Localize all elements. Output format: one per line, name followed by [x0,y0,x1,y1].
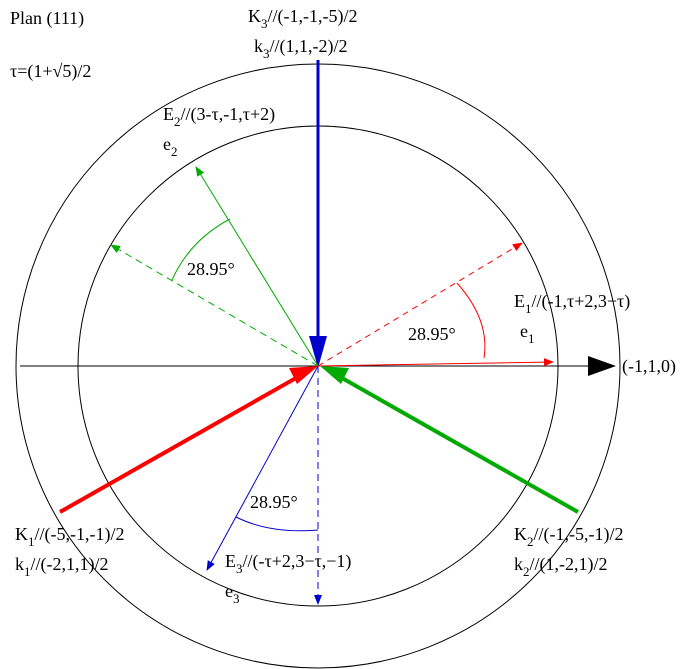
angle-arc-e1 [456,282,486,359]
angle-arc-e3 [235,516,319,532]
angle-label-e1: 28.95° [408,324,456,344]
k2-label: k2//(1,-2,1)/2 [514,554,608,579]
K1-arrowhead [289,366,318,384]
e1-label: e1 [520,321,535,346]
axis-label: (-1,1,0) [622,356,676,377]
K1-label: K1//(-5,-1,-1)/2 [15,524,124,549]
K3-arrowhead [309,336,327,368]
red-dashed [317,242,523,367]
axis-arrowhead [588,356,616,376]
E2-label: E2//(3-τ,-1,τ+2) [163,104,275,129]
angle-arc-e2 [171,218,231,281]
K3-label: K3//(-1,-1,-5)/2 [248,6,357,31]
k3-label: k3//(1,1,-2)/2 [254,36,348,61]
K2-arrowhead [320,366,349,384]
tau-definition: τ=(1+√5)/2 [10,61,91,82]
k1-label: k1//(-2,1,1)/2 [15,554,109,579]
e2-label: e2 [163,134,178,159]
e3-label: e3 [225,581,240,606]
angle-label-e2: 28.95° [187,259,235,279]
e1-vector [317,358,554,367]
e3-vector [206,365,319,571]
K2-vector [341,376,579,514]
green-dashed [110,244,319,367]
K1-vector [59,376,297,514]
plan-title: Plan (111) [10,8,84,29]
E3-label: E3//(-τ+2,3−τ,−1) [225,551,351,576]
angle-label-e3: 28.95° [250,492,298,512]
e2-vector [195,166,319,367]
E1-label: E1//(-1,τ+2,3−τ) [514,291,630,316]
K2-label: K2//(-1,-5,-1)/2 [514,524,623,549]
